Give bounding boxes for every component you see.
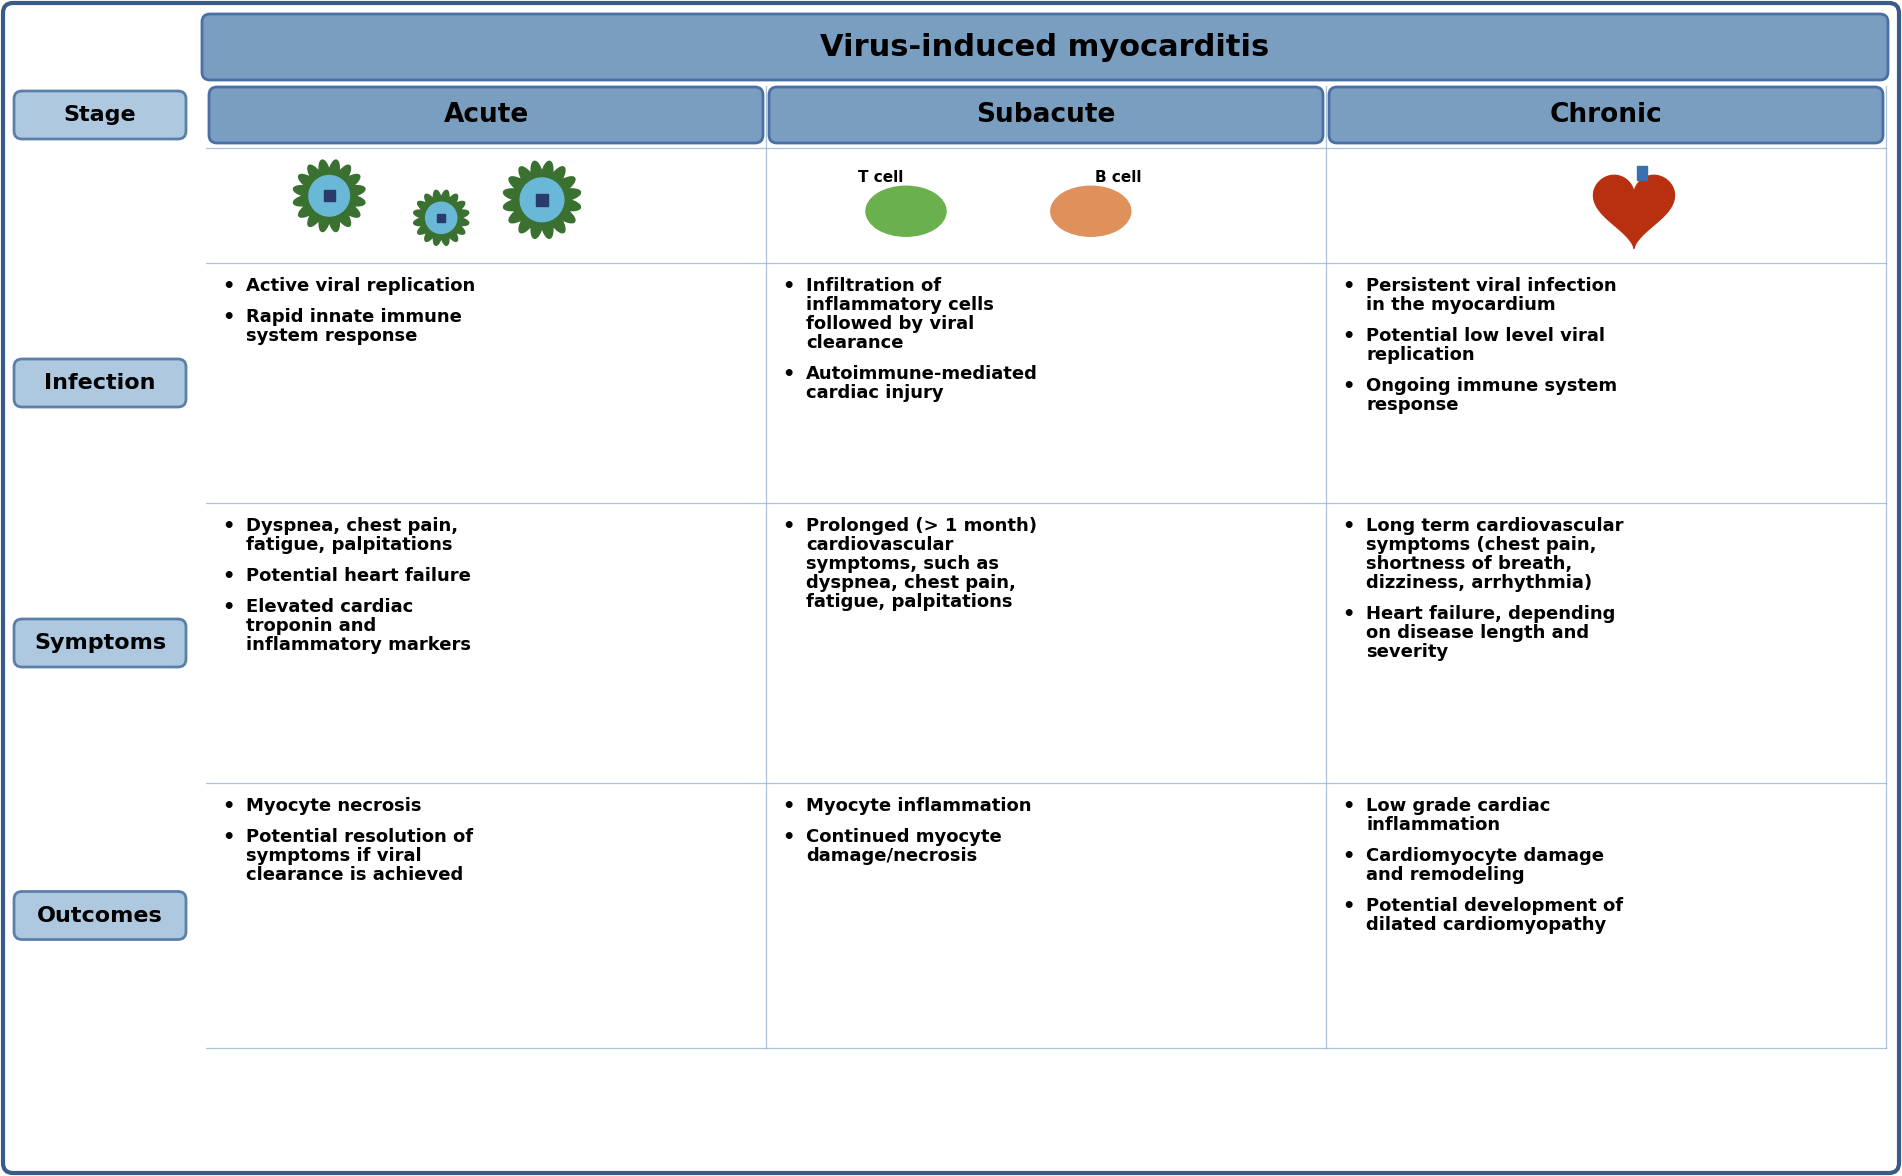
Text: •: • — [1343, 517, 1354, 536]
Text: •: • — [782, 517, 795, 536]
Text: Outcomes: Outcomes — [38, 906, 164, 926]
Text: Symptoms: Symptoms — [34, 633, 165, 653]
Text: Persistent viral infection: Persistent viral infection — [1366, 278, 1617, 295]
Text: shortness of breath,: shortness of breath, — [1366, 555, 1573, 573]
Text: symptoms, such as: symptoms, such as — [806, 555, 999, 573]
Text: B cell: B cell — [1096, 169, 1141, 185]
Text: Myocyte inflammation: Myocyte inflammation — [806, 797, 1031, 815]
Text: Stage: Stage — [63, 105, 137, 125]
Text: Low grade cardiac: Low grade cardiac — [1366, 797, 1550, 815]
Text: •: • — [782, 278, 795, 296]
Text: inflammatory markers: inflammatory markers — [245, 636, 472, 654]
Bar — [437, 214, 445, 222]
Text: Dyspnea, chest pain,: Dyspnea, chest pain, — [245, 517, 458, 535]
Circle shape — [426, 202, 456, 233]
Text: Subacute: Subacute — [976, 102, 1116, 128]
Text: Potential development of: Potential development of — [1366, 897, 1622, 915]
Text: followed by viral: followed by viral — [806, 315, 974, 333]
Text: Autoimmune-mediated: Autoimmune-mediated — [806, 365, 1038, 383]
Text: •: • — [223, 278, 234, 296]
Text: •: • — [1343, 897, 1354, 916]
Text: •: • — [1343, 278, 1354, 296]
FancyBboxPatch shape — [202, 14, 1889, 80]
Text: Cardiomyocyte damage: Cardiomyocyte damage — [1366, 847, 1603, 866]
Ellipse shape — [1050, 186, 1132, 236]
Text: •: • — [223, 599, 234, 617]
FancyBboxPatch shape — [768, 87, 1324, 143]
Text: symptoms (chest pain,: symptoms (chest pain, — [1366, 536, 1596, 554]
Text: Potential low level viral: Potential low level viral — [1366, 327, 1605, 345]
Bar — [1638, 166, 1647, 180]
Text: severity: severity — [1366, 643, 1447, 661]
Text: Acute: Acute — [443, 102, 529, 128]
Text: Virus-induced myocarditis: Virus-induced myocarditis — [820, 33, 1271, 61]
Text: Heart failure, depending: Heart failure, depending — [1366, 604, 1615, 623]
FancyBboxPatch shape — [209, 87, 763, 143]
Text: response: response — [1366, 396, 1459, 414]
Polygon shape — [293, 160, 365, 232]
Text: dyspnea, chest pain,: dyspnea, chest pain, — [806, 574, 1016, 592]
Text: troponin and: troponin and — [245, 617, 377, 635]
Text: inflammation: inflammation — [1366, 816, 1501, 834]
Text: inflammatory cells: inflammatory cells — [806, 296, 995, 314]
FancyBboxPatch shape — [13, 619, 186, 667]
Text: •: • — [1343, 327, 1354, 346]
Text: on disease length and: on disease length and — [1366, 624, 1590, 642]
Text: cardiovascular: cardiovascular — [806, 536, 953, 554]
Text: T cell: T cell — [858, 169, 903, 185]
Text: Infiltration of: Infiltration of — [806, 278, 941, 295]
Text: symptoms if viral: symptoms if viral — [245, 847, 422, 866]
Text: fatigue, palpitations: fatigue, palpitations — [806, 593, 1012, 612]
Text: dizziness, arrhythmia): dizziness, arrhythmia) — [1366, 574, 1592, 592]
Text: Myocyte necrosis: Myocyte necrosis — [245, 797, 422, 815]
Text: Active viral replication: Active viral replication — [245, 278, 476, 295]
Text: Chronic: Chronic — [1550, 102, 1662, 128]
Text: system response: system response — [245, 327, 417, 345]
Bar — [536, 194, 548, 206]
FancyBboxPatch shape — [13, 359, 186, 407]
FancyBboxPatch shape — [13, 891, 186, 940]
Text: replication: replication — [1366, 346, 1474, 365]
Text: •: • — [1343, 377, 1354, 396]
Text: dilated cardiomyopathy: dilated cardiomyopathy — [1366, 916, 1607, 934]
Text: •: • — [1343, 847, 1354, 866]
Text: cardiac injury: cardiac injury — [806, 385, 943, 402]
Text: damage/necrosis: damage/necrosis — [806, 847, 978, 866]
Polygon shape — [1594, 175, 1674, 248]
Text: •: • — [223, 517, 234, 536]
FancyBboxPatch shape — [13, 91, 186, 139]
Text: •: • — [782, 797, 795, 816]
Bar — [323, 191, 335, 201]
FancyBboxPatch shape — [4, 4, 1898, 1172]
Text: •: • — [223, 797, 234, 816]
FancyBboxPatch shape — [1329, 87, 1883, 143]
Text: clearance: clearance — [806, 334, 903, 352]
Text: fatigue, palpitations: fatigue, palpitations — [245, 536, 453, 554]
Text: •: • — [782, 828, 795, 847]
Text: Continued myocyte: Continued myocyte — [806, 828, 1002, 846]
Ellipse shape — [865, 186, 945, 236]
Text: •: • — [223, 828, 234, 847]
Text: Elevated cardiac: Elevated cardiac — [245, 599, 413, 616]
Text: Rapid innate immune: Rapid innate immune — [245, 308, 462, 326]
Circle shape — [308, 175, 350, 216]
Text: Prolonged (> 1 month): Prolonged (> 1 month) — [806, 517, 1037, 535]
Text: •: • — [782, 365, 795, 385]
Text: •: • — [1343, 797, 1354, 816]
Text: Long term cardiovascular: Long term cardiovascular — [1366, 517, 1624, 535]
Text: and remodeling: and remodeling — [1366, 866, 1525, 884]
Polygon shape — [504, 161, 580, 239]
Text: Potential resolution of: Potential resolution of — [245, 828, 474, 846]
Text: Potential heart failure: Potential heart failure — [245, 567, 472, 584]
Text: clearance is achieved: clearance is achieved — [245, 866, 464, 884]
Text: •: • — [223, 567, 234, 586]
Text: in the myocardium: in the myocardium — [1366, 296, 1556, 314]
Text: •: • — [1343, 604, 1354, 624]
Polygon shape — [415, 191, 468, 246]
Circle shape — [519, 178, 563, 221]
Text: •: • — [223, 308, 234, 327]
Text: Infection: Infection — [44, 373, 156, 393]
Text: Ongoing immune system: Ongoing immune system — [1366, 377, 1617, 395]
